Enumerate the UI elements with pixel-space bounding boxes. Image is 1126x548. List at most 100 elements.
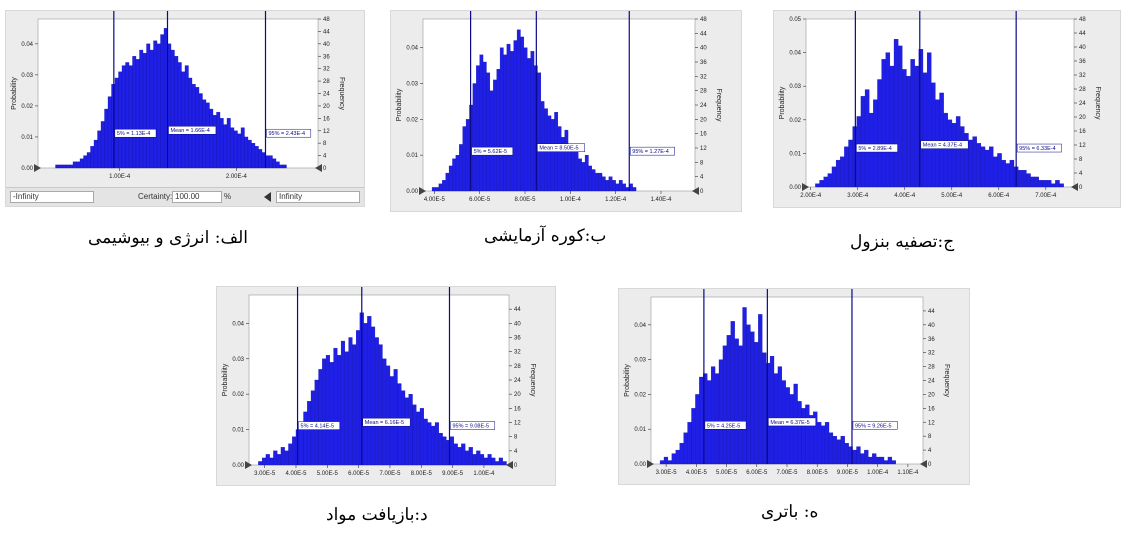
histogram-bar xyxy=(777,366,783,465)
histogram-bar xyxy=(431,425,436,466)
y-axis-label: Probability xyxy=(222,363,229,396)
histogram-bar xyxy=(856,446,861,465)
histogram-bar xyxy=(269,457,274,466)
histogram-bar xyxy=(550,119,555,192)
histogram-bar xyxy=(233,130,238,169)
histogram-bar xyxy=(714,373,720,465)
histogram-bar xyxy=(750,331,755,465)
histogram-bar xyxy=(438,183,443,192)
histogram-bar xyxy=(160,34,165,169)
y2-tick-label: 32 xyxy=(514,350,521,356)
histogram-bar xyxy=(262,457,267,466)
x-tick-label: 3.00E-5 xyxy=(254,471,276,477)
y2-tick-label: 4 xyxy=(700,175,704,181)
histogram-bar xyxy=(272,158,277,169)
caption-energy-biochem: الف: انرژی و بیوشیمی xyxy=(88,228,249,248)
histogram-bar xyxy=(844,146,849,188)
histogram-bar xyxy=(840,436,845,465)
histogram-bar xyxy=(378,344,383,466)
chart-panel-battery: 0.00 0.01 0.02 0.03 0.04 0 4 8 12 16 20 24 28 32 36 40 4… xyxy=(618,288,970,485)
histogram-bar xyxy=(891,460,896,465)
left-bound-field[interactable]: -Infinity xyxy=(10,191,94,203)
y-tick-label: 0.05 xyxy=(789,17,801,23)
histogram-bar xyxy=(889,65,895,188)
histogram-bar xyxy=(710,366,716,465)
histogram-bar xyxy=(1005,163,1011,188)
histogram-bar xyxy=(547,115,552,192)
histogram-bar xyxy=(496,69,501,192)
histogram-bar xyxy=(993,156,998,188)
x-tick-label: 4.00E-4 xyxy=(894,193,916,199)
certainty-field[interactable]: 100.00 xyxy=(172,191,222,203)
x-tick-label: 1.00E-4 xyxy=(560,197,582,203)
histogram-bar xyxy=(170,49,175,169)
y-tick-label: 0.01 xyxy=(789,151,801,157)
histogram-bar xyxy=(465,119,470,192)
histogram-bar xyxy=(667,460,673,465)
histogram-bar xyxy=(97,130,102,169)
histogram-bar xyxy=(659,460,665,465)
histogram-bar xyxy=(1026,173,1031,188)
histogram-bar xyxy=(632,187,637,192)
histogram-bar xyxy=(931,82,936,188)
y2-tick-label: 24 xyxy=(323,92,330,98)
histogram-bar xyxy=(836,439,841,465)
chart-panel-material-recycling: 0.00 0.01 0.02 0.03 0.04 0 4 8 12 16 20 24 28 32 36 40 4… xyxy=(216,286,556,486)
histogram-bar xyxy=(104,108,109,169)
histogram-bar xyxy=(852,126,857,188)
histogram-bar xyxy=(374,337,379,466)
caption-pilot-furnace: ب:کوره آزمایشی xyxy=(484,226,607,246)
y-tick-label: 0.03 xyxy=(21,73,33,79)
histogram-bar xyxy=(149,49,154,169)
histogram-bar xyxy=(827,173,833,188)
percentile-label: Mean = 6.37E-5 xyxy=(770,420,809,426)
y2-tick-label: 32 xyxy=(323,67,330,73)
histogram-bar xyxy=(174,56,179,169)
y2-tick-label: 28 xyxy=(928,365,935,371)
caption-material-recycling: د:بازیافت مواد xyxy=(326,505,428,525)
percentile-label-box xyxy=(920,140,969,149)
y2-tick-label: 40 xyxy=(928,323,935,329)
y-tick-label: 0.00 xyxy=(21,166,33,172)
x-tick-label: 3.00E-4 xyxy=(847,193,869,199)
histogram-bar xyxy=(598,172,603,192)
histogram-bar xyxy=(118,71,123,169)
y2-tick-label: 4 xyxy=(1079,171,1083,177)
histogram-bar xyxy=(135,59,140,169)
histogram-bar xyxy=(883,460,889,465)
x-tick-label: 4.00E-5 xyxy=(285,471,307,477)
histogram-bar xyxy=(479,54,484,192)
x-tick-label: 6.00E-5 xyxy=(746,470,768,476)
x-tick-label: 2.00E-4 xyxy=(800,193,822,199)
histogram-battery: 0.00 0.01 0.02 0.03 0.04 0 4 8 12 16 20 24 28 32 36 40 4… xyxy=(624,289,950,476)
histogram-bar xyxy=(832,436,838,465)
histogram-bar xyxy=(86,152,91,169)
histogram-bar xyxy=(107,96,112,169)
percentile-label-box xyxy=(704,421,747,430)
histogram-bar xyxy=(860,453,865,465)
histogram-bar xyxy=(877,79,882,188)
y2-tick-label: 44 xyxy=(514,307,521,313)
histogram-bar xyxy=(848,139,853,188)
histogram-bar xyxy=(939,92,944,188)
percentile-label: 95% = 6.33E-4 xyxy=(1019,146,1056,152)
y2-tick-label: 12 xyxy=(928,420,935,426)
y2-axis-label: Frequency xyxy=(338,77,345,111)
left-arrow-icon[interactable] xyxy=(264,192,271,202)
y2-tick-label: 12 xyxy=(323,129,330,135)
y2-tick-label: 36 xyxy=(1079,59,1086,65)
histogram-bar xyxy=(601,176,606,192)
right-grabber-icon xyxy=(920,460,927,468)
histogram-bar xyxy=(247,139,252,169)
right-bound-field[interactable]: Infinity xyxy=(276,191,360,203)
y2-tick-label: 24 xyxy=(928,379,935,385)
histogram-bar xyxy=(914,65,919,188)
histogram-bar xyxy=(386,365,391,466)
y2-tick-label: 24 xyxy=(1079,101,1086,107)
histogram-bar xyxy=(205,102,210,169)
percentile-label: 5% = 1.13E-4 xyxy=(117,131,150,137)
right-grabber-icon xyxy=(506,461,513,469)
y2-tick-label: 0 xyxy=(514,463,518,469)
y2-tick-label: 8 xyxy=(323,141,327,147)
histogram-bar xyxy=(156,43,161,169)
